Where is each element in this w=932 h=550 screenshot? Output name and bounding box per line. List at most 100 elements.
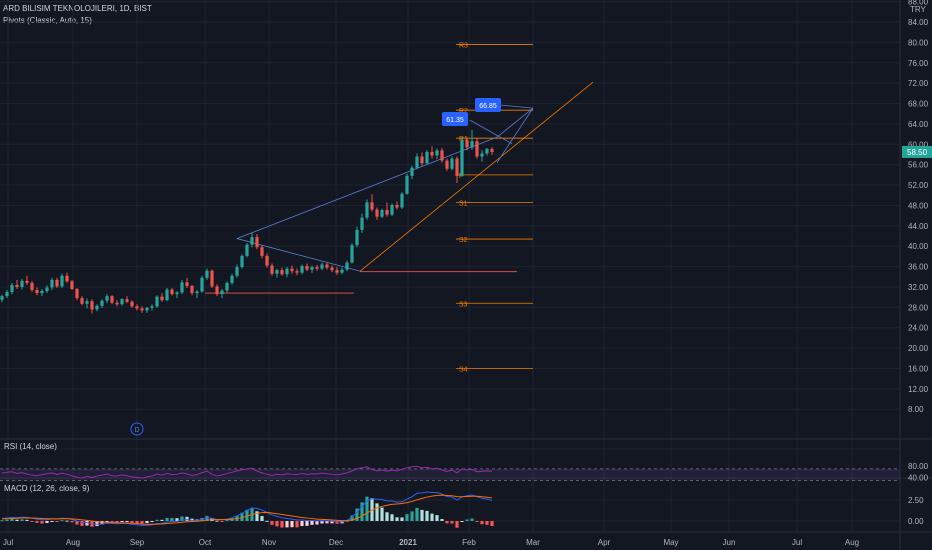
candle-body xyxy=(395,204,399,208)
macd-histogram-bar xyxy=(270,521,274,525)
candle-body xyxy=(335,270,339,273)
macd-histogram-bar xyxy=(10,518,14,521)
time-tick-label: Dec xyxy=(329,538,343,547)
macd-histogram-bar xyxy=(390,514,394,521)
candle-body xyxy=(70,281,74,289)
candle-body xyxy=(465,140,469,148)
last-price-label: 58.50 xyxy=(907,148,928,157)
macd-histogram-bar xyxy=(310,521,314,525)
candle-body xyxy=(55,279,59,287)
macd-histogram-bar xyxy=(20,519,24,521)
candle-body xyxy=(5,292,9,297)
candle-body xyxy=(365,202,369,218)
macd-histogram-bar xyxy=(25,519,29,521)
macd-histogram-bar xyxy=(485,521,489,525)
candle-body xyxy=(30,282,34,291)
trendline xyxy=(496,107,534,163)
candle-body xyxy=(15,284,19,287)
macd-histogram-bar xyxy=(145,521,149,524)
candle-body xyxy=(200,277,204,292)
candle-body xyxy=(215,286,219,295)
macd-histogram-bar xyxy=(140,521,144,524)
candle-body xyxy=(410,167,414,176)
candle-body xyxy=(255,237,259,248)
pivot-label-r1: R1 xyxy=(459,136,468,143)
candle-body xyxy=(245,244,249,256)
macd-histogram-bar xyxy=(345,520,349,522)
candle-body xyxy=(80,298,84,304)
macd-histogram-bar xyxy=(215,520,219,522)
candle-body xyxy=(360,217,364,230)
candle-body xyxy=(485,148,489,154)
candle-body xyxy=(125,299,129,302)
macd-histogram-bar xyxy=(385,512,389,521)
candle-body xyxy=(415,156,419,168)
candle-body xyxy=(175,292,179,295)
candle-body xyxy=(130,301,134,307)
candle-body xyxy=(290,268,294,272)
candle-body xyxy=(185,282,189,286)
macd-histogram-bar xyxy=(335,521,339,524)
time-tick-label: Nov xyxy=(262,538,276,547)
currency-label: TRY xyxy=(910,5,927,14)
indicator-title[interactable]: Pivots (Classic, Auto, 15) xyxy=(3,16,92,25)
macd-histogram-bar xyxy=(50,521,54,522)
candle-body xyxy=(240,255,244,268)
candle-body xyxy=(165,289,169,301)
candle-body xyxy=(35,290,39,294)
price-tick-label: 84.00 xyxy=(908,18,929,27)
macd-histogram-bar xyxy=(75,521,79,525)
candle-body xyxy=(110,296,114,303)
candle-body xyxy=(95,305,99,310)
candle-body xyxy=(310,267,314,270)
macd-histogram-bar xyxy=(475,521,479,522)
price-tick-label: 72.00 xyxy=(908,79,929,88)
macd-histogram-bar xyxy=(380,507,384,521)
price-tick-label: 60.00 xyxy=(908,140,929,149)
price-tick-label: 28.00 xyxy=(908,303,929,312)
time-tick-label: Jun xyxy=(723,538,736,547)
rsi-label: RSI (14, close) xyxy=(4,442,57,451)
time-tick-label: Aug xyxy=(66,538,80,547)
candle-body xyxy=(205,270,209,278)
candle-body xyxy=(455,158,459,176)
macd-histogram-bar xyxy=(365,496,369,521)
candle-body xyxy=(40,291,44,294)
macd-histogram-bar xyxy=(480,521,484,525)
macd-histogram-bar xyxy=(445,521,449,524)
trendline xyxy=(236,136,498,239)
time-tick-label: May xyxy=(663,538,678,547)
price-callout-box xyxy=(442,112,468,126)
candle-body xyxy=(90,301,94,310)
time-tick-label: 2021 xyxy=(399,538,417,547)
candle-body xyxy=(285,268,289,275)
candle-body xyxy=(380,210,384,217)
candle-body xyxy=(345,262,349,270)
time-tick-label: Feb xyxy=(462,538,476,547)
candle-body xyxy=(390,204,394,215)
candle-body xyxy=(180,282,184,293)
macd-histogram-bar xyxy=(55,521,59,522)
macd-histogram-bar xyxy=(5,519,9,521)
time-tick-label: Jul xyxy=(3,538,13,547)
candle-body xyxy=(430,151,434,156)
candle-body xyxy=(445,160,449,169)
price-tick-label: 68.00 xyxy=(908,100,929,109)
macd-histogram-bar xyxy=(465,519,469,521)
candle-body xyxy=(315,267,319,269)
macd-histogram-bar xyxy=(125,521,129,523)
candle-body xyxy=(45,287,49,292)
macd-histogram-bar xyxy=(375,503,379,521)
price-tick-label: 64.00 xyxy=(908,120,929,129)
macd-histogram-bar xyxy=(255,511,259,521)
candle-body xyxy=(115,302,119,305)
candle-body xyxy=(120,299,124,305)
macd-histogram-bar xyxy=(440,518,444,521)
trendline xyxy=(469,119,513,145)
rsi-tick-label: 80.00 xyxy=(908,462,929,471)
pivot-label-s2: S2 xyxy=(459,237,468,244)
macd-histogram-bar xyxy=(400,517,404,521)
candle-body xyxy=(460,140,464,176)
candle-body xyxy=(170,289,174,295)
